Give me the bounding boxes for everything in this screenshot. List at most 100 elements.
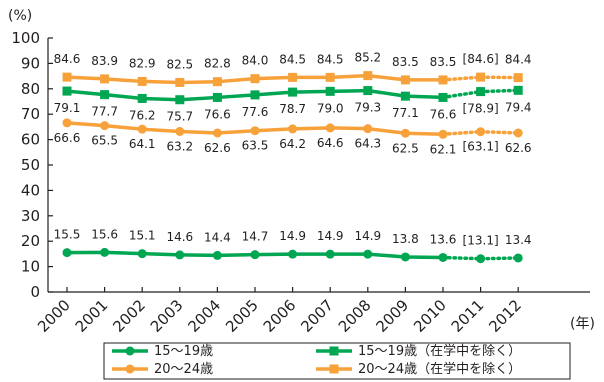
- data-point: [62, 72, 72, 82]
- data-label: 83.5: [430, 55, 457, 69]
- data-point: [513, 253, 523, 263]
- data-label: 66.6: [54, 131, 81, 145]
- data-label: 79.1: [54, 101, 81, 115]
- data-label: 75.7: [166, 110, 193, 124]
- x-tick-label: 2003: [147, 296, 187, 336]
- data-label: 14.4: [204, 230, 231, 244]
- y-tick-label: 20: [21, 232, 40, 250]
- data-label: 84.5: [279, 52, 306, 66]
- data-label: 14.6: [166, 230, 193, 244]
- x-tick-label: 2005: [222, 296, 262, 336]
- data-point: [363, 124, 373, 134]
- data-point: [288, 124, 298, 134]
- series-15-19-excl-students: [62, 85, 523, 105]
- legend-label: 15～19歳（在学中を除く）: [358, 343, 521, 359]
- x-tick-label: 2010: [410, 296, 450, 336]
- data-point: [175, 126, 185, 136]
- data-point: [175, 77, 185, 87]
- data-point: [363, 86, 373, 96]
- data-point: [325, 86, 335, 96]
- data-point: [137, 93, 147, 103]
- data-label: 62.1: [430, 142, 457, 156]
- data-point: [363, 249, 373, 259]
- data-point: [137, 76, 147, 86]
- legend-label: 15～19歳: [154, 344, 213, 359]
- data-label: 64.3: [354, 137, 381, 151]
- data-point: [438, 75, 448, 85]
- data-label: 62.6: [204, 141, 231, 155]
- data-label: 63.2: [166, 139, 193, 153]
- data-point: [62, 248, 72, 258]
- data-point: [363, 71, 373, 81]
- data-label: 62.5: [392, 141, 419, 155]
- data-point: [212, 250, 222, 260]
- series-20-24: [62, 118, 523, 139]
- data-point: [212, 77, 222, 87]
- data-label: [78.9]: [463, 102, 499, 116]
- data-label: 79.4: [505, 100, 532, 114]
- series-layer: [62, 71, 523, 264]
- data-label: 84.4: [505, 53, 532, 67]
- data-label: 76.2: [129, 108, 156, 122]
- x-tick-label: 2007: [297, 296, 337, 336]
- x-tick-label: 2002: [109, 296, 149, 336]
- y-tick-label: 80: [21, 80, 40, 98]
- data-point: [137, 124, 147, 134]
- y-tick-label: 90: [21, 54, 40, 72]
- series-20-24-excl-students: [62, 71, 523, 87]
- legend-item-20-24-excl-students: 20～24歳（在学中を除く）: [316, 361, 521, 377]
- y-tick-label: 30: [21, 207, 40, 225]
- data-label: 14.9: [354, 229, 381, 243]
- data-label: 62.6: [505, 141, 532, 155]
- data-label: [13.1]: [463, 234, 499, 248]
- data-label: 83.9: [91, 54, 118, 68]
- data-label: 13.4: [505, 233, 532, 247]
- y-tick-label: 0: [30, 283, 40, 301]
- data-label: 13.8: [392, 232, 419, 246]
- legend-item-15-19-excl-students: 15～19歳（在学中を除く）: [316, 343, 521, 359]
- data-point: [250, 90, 260, 100]
- data-point: [100, 90, 110, 100]
- data-point: [400, 128, 410, 138]
- y-axis-unit: (%): [8, 8, 32, 24]
- data-point: [325, 72, 335, 82]
- data-point: [175, 95, 185, 105]
- data-label: 76.6: [430, 107, 457, 121]
- data-point: [212, 128, 222, 138]
- legend-marker: [329, 346, 339, 356]
- data-label: 79.3: [354, 101, 381, 115]
- data-point: [137, 249, 147, 259]
- data-label: 64.6: [317, 136, 344, 150]
- data-label: 14.9: [279, 229, 306, 243]
- data-point: [513, 73, 523, 83]
- data-point: [250, 250, 260, 260]
- data-point: [175, 250, 185, 260]
- data-point: [100, 121, 110, 131]
- legend-item-15-19: 15～19歳: [112, 344, 213, 359]
- data-labels: 15.5 15.6 15.1 14.6 14.4 14.7 14.9 14.9 14.9 13.8…: [54, 51, 532, 248]
- data-point: [325, 123, 335, 133]
- data-label: 15.6: [91, 227, 118, 241]
- data-point: [400, 75, 410, 85]
- data-point: [438, 252, 448, 262]
- x-tick-label: 2004: [184, 296, 224, 336]
- legend-marker: [125, 346, 135, 356]
- legend-item-20-24: 20～24歳: [112, 362, 213, 377]
- data-label: 84.5: [317, 52, 344, 66]
- x-tick-label: 2008: [335, 296, 375, 336]
- data-point: [250, 74, 260, 84]
- data-point: [476, 254, 486, 264]
- data-point: [250, 126, 260, 136]
- x-tick-label: 2001: [72, 296, 112, 336]
- data-label: 78.7: [279, 102, 306, 116]
- data-label: 76.6: [204, 107, 231, 121]
- data-label: 15.1: [129, 229, 156, 243]
- data-point: [288, 72, 298, 82]
- data-point: [100, 74, 110, 84]
- data-point: [513, 128, 523, 138]
- y-axis: 0 10 20 30 40 50 60 70 80 90 100: [11, 29, 53, 301]
- x-tick-label: 2009: [372, 296, 412, 336]
- data-point: [438, 129, 448, 139]
- data-label: 64.2: [279, 137, 306, 151]
- data-label: [63.1]: [463, 140, 499, 154]
